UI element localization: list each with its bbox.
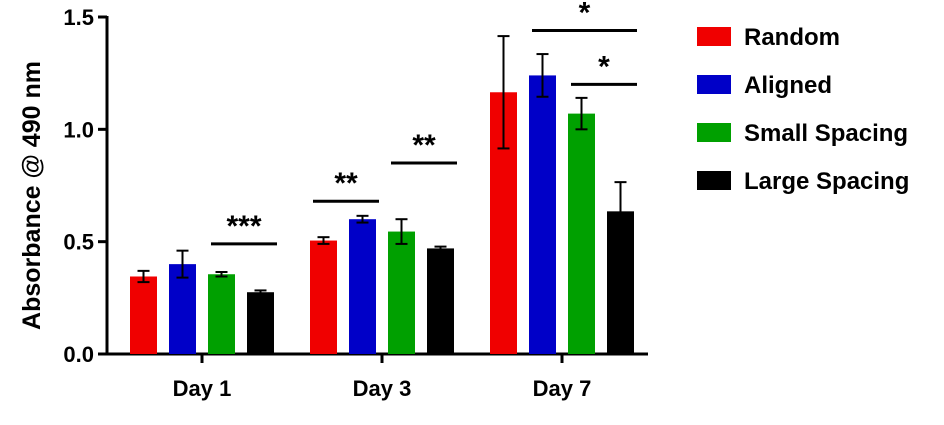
y-tick-label: 0.0 <box>63 342 94 367</box>
bar <box>247 292 274 354</box>
significance-marker: ** <box>334 167 358 200</box>
legend-swatch <box>697 27 731 46</box>
legend-swatch <box>697 171 731 190</box>
x-tick-label: Day 3 <box>353 376 412 401</box>
y-tick-label: 1.5 <box>63 5 94 30</box>
legend-label: Random <box>744 24 840 51</box>
bar <box>388 231 415 354</box>
significance-marker: * <box>579 0 591 29</box>
bar <box>349 219 376 354</box>
x-tick-label: Day 1 <box>173 376 232 401</box>
legend-swatch <box>697 123 731 142</box>
significance-marker: ** <box>412 129 436 162</box>
significance-marker: *** <box>226 210 261 243</box>
legend-swatch <box>697 75 731 94</box>
bar <box>310 240 337 354</box>
bar <box>427 248 454 354</box>
y-axis-title: Absorbance @ 490 nm <box>18 61 46 330</box>
legend-label: Small Spacing <box>744 120 908 147</box>
bar <box>529 75 556 354</box>
legend: Random Aligned Small Spacing Large Spacing <box>697 24 909 195</box>
bar <box>130 276 157 354</box>
y-tick-label: 0.5 <box>63 230 94 255</box>
significance-marker: * <box>598 50 610 83</box>
bar <box>169 264 196 354</box>
bar <box>208 274 235 354</box>
legend-label: Large Spacing <box>744 168 909 195</box>
y-tick-label: 1.0 <box>63 117 94 142</box>
x-tick-label: Day 7 <box>533 376 592 401</box>
legend-label: Aligned <box>744 72 832 99</box>
bar <box>568 113 595 355</box>
